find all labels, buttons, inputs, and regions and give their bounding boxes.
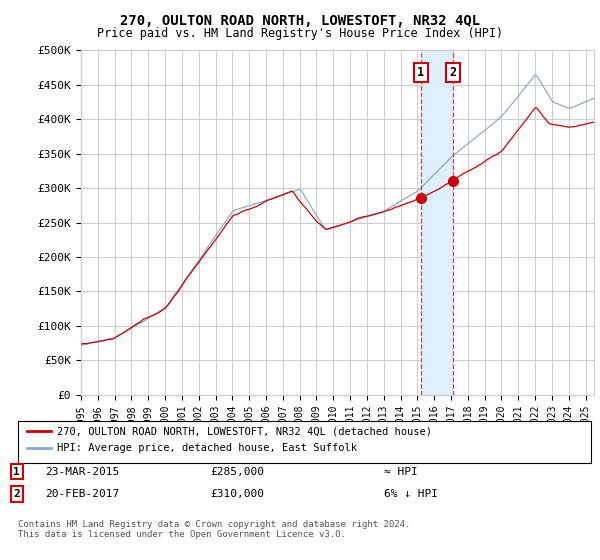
Text: 2: 2 — [449, 66, 456, 79]
Text: £310,000: £310,000 — [210, 489, 264, 499]
Text: 270, OULTON ROAD NORTH, LOWESTOFT, NR32 4QL: 270, OULTON ROAD NORTH, LOWESTOFT, NR32 … — [120, 14, 480, 28]
Text: 1: 1 — [13, 466, 20, 477]
Text: 23-MAR-2015: 23-MAR-2015 — [45, 466, 119, 477]
Text: 270, OULTON ROAD NORTH, LOWESTOFT, NR32 4QL (detached house): 270, OULTON ROAD NORTH, LOWESTOFT, NR32 … — [57, 426, 432, 436]
Text: HPI: Average price, detached house, East Suffolk: HPI: Average price, detached house, East… — [57, 443, 357, 453]
Text: 6% ↓ HPI: 6% ↓ HPI — [384, 489, 438, 499]
Text: 1: 1 — [417, 66, 424, 79]
Text: 20-FEB-2017: 20-FEB-2017 — [45, 489, 119, 499]
Text: 2: 2 — [13, 489, 20, 499]
Text: Price paid vs. HM Land Registry's House Price Index (HPI): Price paid vs. HM Land Registry's House … — [97, 27, 503, 40]
Bar — [421, 50, 453, 395]
Text: £285,000: £285,000 — [210, 466, 264, 477]
Text: Contains HM Land Registry data © Crown copyright and database right 2024.
This d: Contains HM Land Registry data © Crown c… — [18, 520, 410, 539]
Text: ≈ HPI: ≈ HPI — [384, 466, 418, 477]
